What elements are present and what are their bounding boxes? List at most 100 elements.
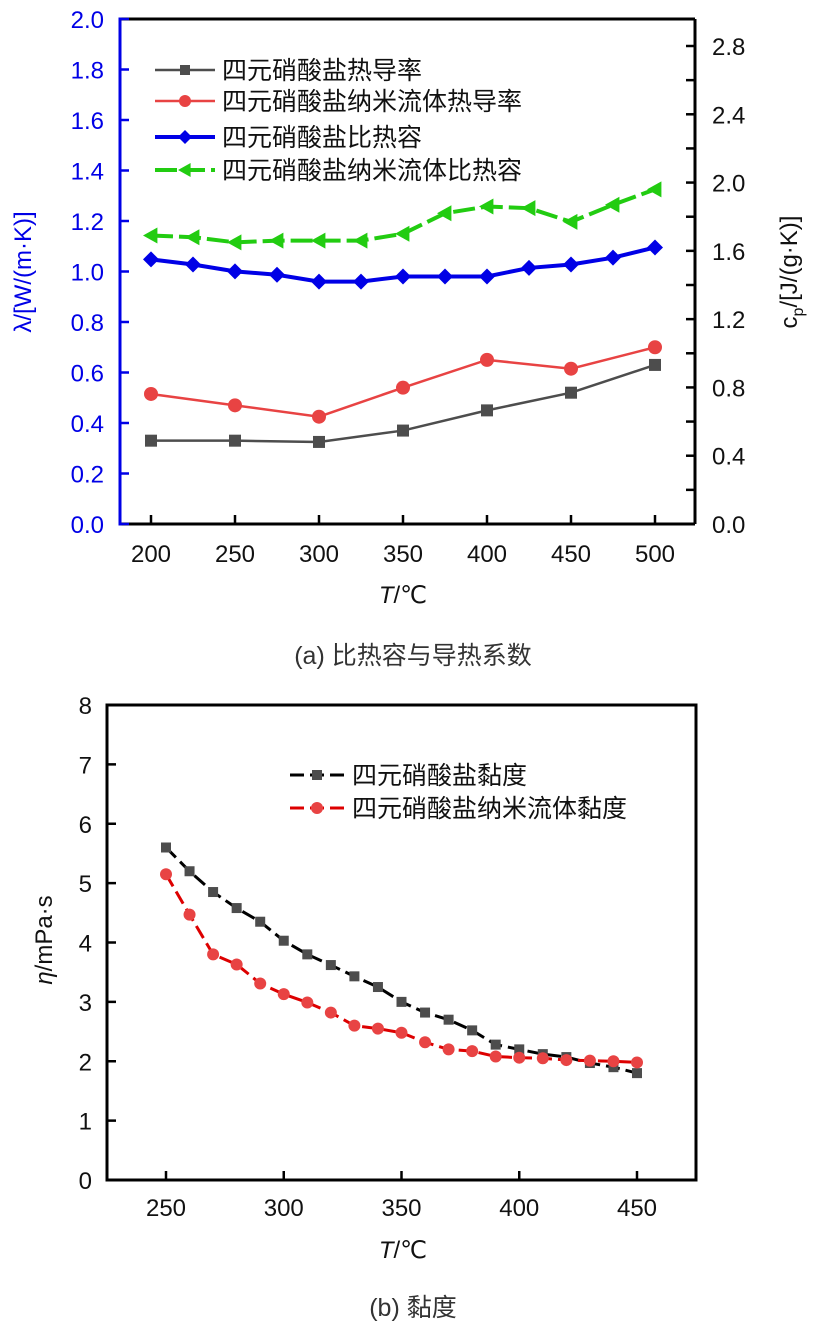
- data-point-s4-450: [563, 213, 578, 230]
- legend-marker-2: [311, 802, 323, 814]
- data-point-s1-200: [145, 434, 157, 447]
- data-point-s3-300: [311, 273, 327, 290]
- y-right-tick-label: 0.0: [712, 512, 745, 539]
- y-tick-label: 7: [79, 752, 92, 779]
- chart-b-xlabel-var: T: [379, 1237, 396, 1264]
- data-point-s2-450: [631, 1056, 643, 1069]
- data-point-s1-350: [396, 996, 407, 1007]
- data-point-s2-370: [442, 1043, 455, 1056]
- data-point-s3-275: [269, 266, 285, 283]
- chart-b-ylabel-var: η: [31, 971, 58, 984]
- data-point-s2-340: [371, 1022, 384, 1035]
- data-point-s1-400: [481, 404, 493, 417]
- data-point-s3-500: [647, 239, 663, 256]
- ylabel-right-c: c: [776, 316, 803, 328]
- data-point-s2-430: [583, 1054, 596, 1067]
- data-point-s2-270: [207, 948, 220, 961]
- chart-a-ylabel-right: cp/[J/(g·K)]: [776, 216, 807, 329]
- data-point-s4-250: [227, 234, 242, 251]
- data-point-s4-200: [143, 227, 158, 244]
- ylabel-right-sub: p: [790, 307, 807, 316]
- data-point-s2-380: [466, 1045, 479, 1058]
- legend-marker-1: [180, 65, 190, 75]
- x-tick-label: 500: [635, 541, 675, 568]
- data-point-s2-400: [513, 1051, 526, 1064]
- x-tick-label: 350: [381, 1195, 421, 1222]
- data-point-s2-250: [160, 868, 172, 881]
- legend-marker-2: [179, 95, 191, 107]
- data-point-s2-360: [419, 1036, 432, 1049]
- legend-marker-1: [312, 770, 322, 780]
- data-point-s2-440: [607, 1055, 620, 1068]
- y-tick-label: 2: [79, 1049, 92, 1076]
- data-point-s4-350: [395, 225, 410, 242]
- y-right-tick-label: 0.8: [712, 375, 745, 402]
- y-left-tick-label: 1.0: [71, 260, 104, 287]
- legend-marker-4: [178, 163, 191, 177]
- chart-a-xlabel-var: T: [379, 582, 396, 609]
- y-right-tick-label: 2.4: [712, 102, 745, 129]
- data-point-s2-300: [277, 988, 290, 1001]
- data-point-s2-330: [348, 1019, 361, 1032]
- legend-label-1: 四元硝酸盐黏度: [352, 761, 527, 790]
- ylabel-right-unit: /[J/(g·K)]: [776, 216, 803, 308]
- data-point-s1-260: [184, 866, 195, 877]
- y-left-tick-label: 0.4: [71, 411, 104, 438]
- data-point-s3-325: [353, 273, 369, 290]
- chart-b-series: [160, 842, 643, 1079]
- data-point-s2-250: [228, 398, 242, 413]
- data-point-s1-340: [372, 982, 383, 993]
- chart-b-ticks: 250 300 350 400 450 0 1 2 3 4 5 6 7 8: [79, 693, 657, 1222]
- chart-a-ylabel-left: λ/[W/(m·K)]: [10, 211, 37, 332]
- data-point-s1-360: [420, 1007, 431, 1018]
- y-tick-label: 1: [79, 1109, 92, 1136]
- legend-label-2: 四元硝酸盐纳米流体热导率: [222, 87, 522, 116]
- y-tick-label: 5: [79, 871, 92, 898]
- data-point-s2-300: [312, 409, 326, 424]
- chart-b: 250 300 350 400 450 0 1 2 3 4 5 6 7 8 四元硝酸盐黏度四元硝酸盐纳米流…: [31, 693, 698, 1322]
- data-point-s1-450: [632, 1068, 642, 1079]
- legend-label-2: 四元硝酸盐纳米流体黏度: [352, 794, 627, 823]
- y-left-tick-label: 0.0: [71, 512, 104, 539]
- data-point-s1-400: [514, 1044, 525, 1055]
- data-point-s2-200: [144, 386, 158, 401]
- y-left-tick-label: 2.0: [71, 7, 104, 34]
- data-point-s2-390: [489, 1050, 502, 1063]
- data-point-s4-325: [353, 232, 368, 249]
- chart-a-caption: (a) 比热容与导热系数: [294, 642, 532, 670]
- y-right-tick-label: 2.0: [712, 171, 745, 198]
- y-left-tick-label: 1.6: [71, 108, 104, 135]
- data-point-s3-400: [479, 268, 495, 285]
- data-point-s4-300: [311, 232, 326, 249]
- y-tick-label: 4: [79, 931, 92, 958]
- data-point-s4-425: [521, 200, 536, 217]
- chart-b-xlabel: T/℃: [379, 1237, 427, 1264]
- y-tick-label: 6: [79, 812, 92, 839]
- y-right-tick-label: 1.2: [712, 307, 745, 334]
- data-point-s2-420: [560, 1054, 573, 1067]
- data-point-s4-375: [437, 205, 452, 222]
- y-right-tick-label: 0.4: [712, 444, 745, 471]
- series-line-2: [164, 873, 638, 1064]
- legend-marker-3: [178, 130, 192, 144]
- x-tick-label: 250: [215, 541, 255, 568]
- x-tick-label: 450: [617, 1195, 657, 1222]
- data-point-s1-330: [349, 971, 360, 982]
- data-point-s2-280: [230, 958, 243, 971]
- y-right-tick-label: 2.8: [712, 34, 745, 61]
- data-point-s2-290: [254, 977, 267, 990]
- y-right-tick-label: 1.6: [712, 239, 745, 266]
- y-left-tick-label: 0.2: [71, 462, 104, 489]
- x-tick-label: 250: [146, 1195, 186, 1222]
- y-left-tick-label: 1.4: [71, 159, 104, 186]
- chart-a-xlabel: T/℃: [379, 582, 427, 609]
- chart-a-frame: [118, 17, 697, 526]
- data-point-s2-350: [396, 380, 410, 395]
- data-point-s3-250: [227, 263, 243, 280]
- data-point-s3-200: [143, 251, 159, 268]
- data-point-s1-450: [565, 386, 577, 399]
- data-point-s3-450: [563, 256, 579, 273]
- data-point-s1-310: [302, 949, 313, 960]
